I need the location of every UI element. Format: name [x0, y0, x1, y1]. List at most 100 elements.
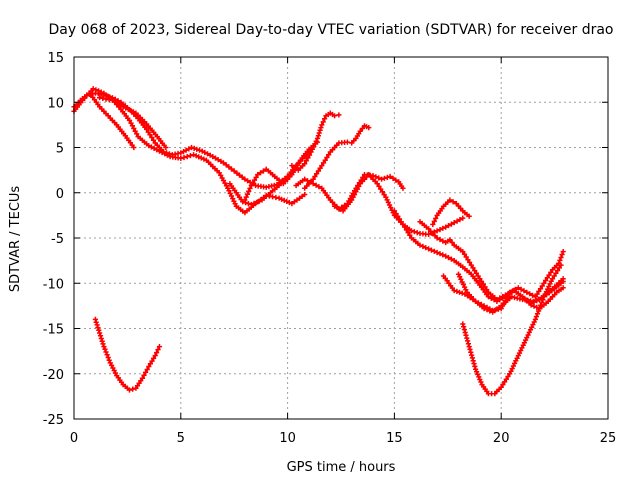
data-point-marker [462, 329, 468, 336]
data-point-marker [159, 149, 165, 156]
data-point-marker [459, 290, 465, 296]
data-point-marker [243, 194, 249, 200]
data-point-marker [248, 182, 254, 189]
data-point-marker [354, 186, 360, 192]
data-point-marker [302, 176, 308, 182]
data-point-marker [391, 208, 397, 214]
data-point-marker [318, 125, 324, 131]
data-point-marker [357, 128, 363, 134]
data-point-marker [470, 358, 476, 364]
data-point-marker [178, 155, 184, 161]
data-point-marker [443, 253, 449, 259]
data-point-marker [426, 231, 432, 237]
data-point-marker [310, 176, 316, 182]
data-point-marker [313, 138, 319, 144]
data-point-marker [498, 384, 504, 390]
data-point-marker [178, 150, 184, 156]
data-point-marker [445, 223, 452, 229]
data-point-marker [337, 206, 343, 212]
data-point-marker [251, 177, 258, 183]
data-point-marker [99, 338, 105, 344]
data-point-marker [254, 199, 260, 205]
data-point-marker [139, 375, 145, 381]
data-point-marker [405, 230, 411, 236]
data-point-marker [151, 355, 157, 361]
data-point-marker [428, 247, 434, 253]
axis-ticks: 0 5 10 15 20 25 -25 -20 -15 -10 -5 0 5 10 15 [43, 51, 617, 446]
data-point-marker [560, 285, 566, 291]
data-point-marker [395, 213, 401, 219]
data-point-marker [536, 288, 542, 294]
data-point-marker [236, 172, 243, 178]
data-point-marker [475, 273, 481, 279]
y-tick-label: 15 [47, 51, 64, 66]
data-point-marker [465, 338, 471, 344]
data-point-marker [434, 249, 440, 256]
data-point-marker [144, 126, 150, 132]
data-point-marker [558, 254, 564, 261]
data-point-marker [555, 268, 561, 274]
data-point-marker [400, 185, 406, 191]
data-point-marker [242, 176, 248, 182]
data-point-marker [163, 144, 169, 151]
data-point-marker [314, 171, 320, 177]
series-track-15 [460, 262, 564, 397]
data-point-marker [309, 146, 315, 152]
data-point-marker [302, 161, 308, 167]
data-point-marker [470, 265, 476, 271]
data-point-marker [396, 216, 403, 222]
data-point-marker [402, 224, 408, 230]
data-point-marker [468, 262, 474, 268]
data-point-marker [451, 220, 457, 226]
data-point-marker [155, 347, 161, 353]
data-point-marker [129, 123, 135, 129]
data-point-marker [379, 176, 385, 182]
data-point-marker [260, 168, 266, 174]
data-point-marker [356, 183, 362, 189]
data-point-marker [494, 296, 500, 303]
data-point-marker [537, 286, 544, 292]
data-point-marker [128, 120, 134, 126]
data-point-marker [316, 130, 322, 136]
series-track-4 [97, 95, 169, 151]
data-point-marker [212, 155, 219, 161]
data-point-marker [313, 182, 319, 188]
data-point-marker [95, 325, 101, 331]
data-point-marker [539, 283, 545, 289]
data-point-marker [534, 291, 540, 297]
data-point-marker [487, 308, 493, 314]
data-point-marker [304, 178, 311, 184]
data-point-marker [460, 249, 466, 255]
data-point-marker [184, 154, 190, 160]
data-point-marker [349, 197, 355, 203]
data-point-marker [464, 335, 470, 341]
data-point-marker [433, 215, 439, 221]
data-point-marker [376, 183, 382, 189]
data-point-marker [134, 131, 140, 137]
data-point-marker [480, 281, 486, 287]
data-point-marker [332, 203, 338, 209]
data-point-marker [515, 285, 521, 291]
data-point-marker [220, 160, 227, 166]
data-point-marker [556, 265, 562, 271]
x-axis-label: GPS time / hours [287, 460, 396, 475]
data-point-marker [447, 197, 453, 203]
x-tick-label: 20 [493, 431, 510, 446]
data-point-marker [307, 179, 313, 185]
data-point-marker [303, 158, 309, 164]
x-tick-label: 5 [177, 431, 185, 446]
data-point-marker [533, 297, 539, 303]
data-point-marker [98, 89, 104, 95]
data-point-marker [534, 311, 541, 317]
data-point-marker [548, 269, 554, 275]
data-point-marker [319, 122, 325, 128]
data-point-marker [461, 251, 468, 257]
data-point-marker [541, 280, 547, 286]
data-point-marker [557, 257, 563, 263]
data-point-marker [326, 152, 332, 158]
series-track-13 [417, 219, 566, 312]
data-point-marker [149, 134, 155, 141]
data-point-marker [247, 185, 253, 191]
data-point-marker [228, 166, 235, 172]
data-point-marker [527, 291, 533, 297]
